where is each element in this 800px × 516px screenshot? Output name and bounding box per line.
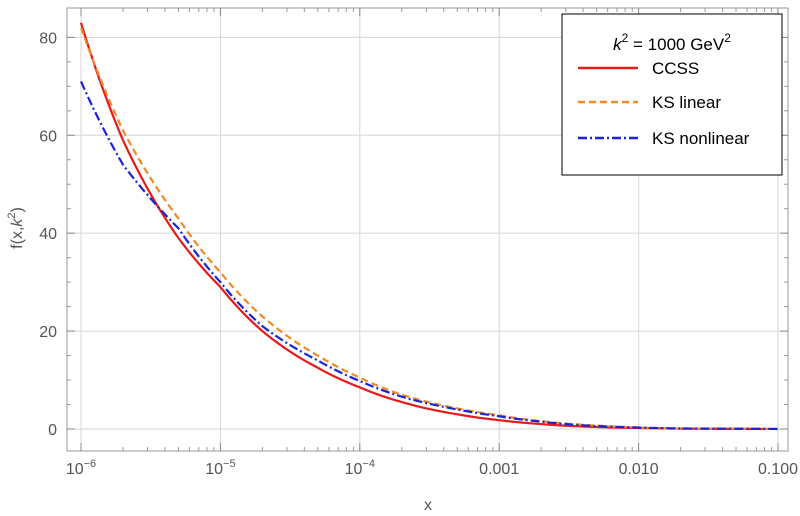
legend-title-exp2: 2 bbox=[724, 31, 731, 45]
legend-title-mid: = 1000 GeV bbox=[628, 35, 725, 54]
x-tick-label-exp: −6 bbox=[84, 458, 97, 470]
legend-title-exp1: 2 bbox=[622, 31, 629, 45]
y-axis-title-base: f(x, bbox=[9, 227, 26, 249]
series-line-ks-linear bbox=[79, 27, 779, 431]
x-tick-label: 0.010 bbox=[619, 461, 659, 478]
plot-frame bbox=[66, 7, 789, 452]
y-tick-label: 0 bbox=[48, 422, 57, 439]
y-tick-label: 20 bbox=[39, 324, 57, 341]
y-axis-title-close: ) bbox=[9, 207, 26, 212]
x-tick-label: 10−6 bbox=[66, 458, 96, 478]
y-axis-title-k: k bbox=[9, 218, 26, 227]
y-axis-title-exp: 2 bbox=[6, 212, 18, 218]
legend-label-ccss: CCSS bbox=[652, 59, 699, 78]
x-tick-label-exp: −4 bbox=[362, 458, 375, 470]
x-tick-label: 10−4 bbox=[345, 458, 375, 478]
x-tick-label-base: 10 bbox=[345, 461, 363, 478]
legend-box bbox=[561, 13, 783, 176]
x-tick-label: 0.100 bbox=[758, 461, 798, 478]
y-tick-label: 40 bbox=[39, 226, 57, 243]
x-tick-label-base: 10 bbox=[66, 461, 84, 478]
series-line-ks-nonlinear bbox=[79, 80, 779, 431]
y-tick-label: 60 bbox=[39, 128, 57, 145]
series-lines bbox=[79, 22, 779, 431]
legend-label-ks-linear: KS linear bbox=[652, 93, 721, 112]
legend-entries: CCSS KS linear KS nonlinear bbox=[578, 59, 750, 148]
x-tick-label-exp: −5 bbox=[223, 458, 236, 470]
y-tick-label: 80 bbox=[39, 30, 57, 47]
x-tick-label-base: 10 bbox=[205, 461, 223, 478]
x-tick-label: 0.001 bbox=[479, 461, 519, 478]
legend-label-ks-nonlinear: KS nonlinear bbox=[652, 129, 750, 148]
legend-title-k: k bbox=[613, 35, 623, 54]
x-tick-label: 10−5 bbox=[205, 458, 235, 478]
y-axis-title: f(x,k2) bbox=[6, 207, 26, 249]
legend-title: k2 = 1000 GeV2 bbox=[613, 31, 731, 54]
axis-ticks bbox=[67, 8, 788, 451]
x-axis-title: x bbox=[424, 497, 432, 514]
